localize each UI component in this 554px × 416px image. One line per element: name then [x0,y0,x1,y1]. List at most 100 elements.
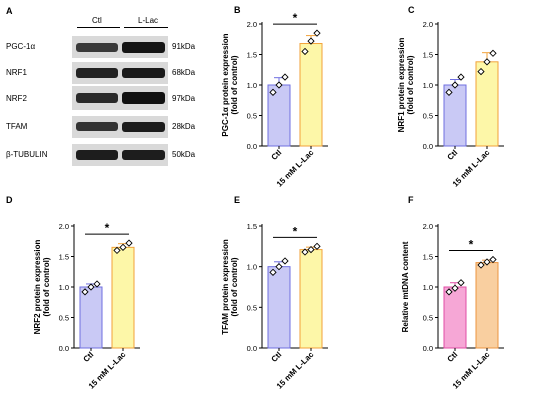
y-tick-label: 2.0 [59,222,69,231]
data-point [313,29,321,37]
significance-marker: * [105,221,110,235]
data-point [489,49,497,57]
data-point [313,242,321,250]
data-point [269,88,277,96]
chart-panel-b: B 0.0 0.5 1.0 1.5 2.0 PGC-1α protein expressio… [221,5,328,189]
y-tick-label: 0.5 [247,303,257,312]
data-point [113,246,121,255]
bar [475,61,499,147]
bar [299,43,323,147]
y-tick-label: 1.5 [423,51,433,60]
data-point [457,279,465,287]
y-tick-label: 0.5 [423,112,433,121]
y-axis-title: NRF2 protein expression [33,240,42,335]
data-point [275,263,283,271]
lane-label-l-lac: L-Lac [138,16,159,25]
panel-label: B [234,5,241,15]
y-tick-label: 2.0 [423,222,433,231]
data-point [489,255,497,264]
panel-label: F [408,195,414,205]
y-axis-title: PGC-1α protein expression [221,33,230,136]
data-point [457,73,465,81]
data-point [125,239,133,247]
x-tick-label: Ctl [446,148,460,162]
band [122,42,165,53]
blot-label-pgc1a: PGC-1α [6,42,36,51]
y-tick-label: 0.5 [247,112,257,121]
blot-strip-tfam [72,116,168,138]
significance-marker: * [469,238,474,252]
y-tick-label: 1.0 [423,81,433,90]
kda-label-tfam: 28kDa [172,122,196,131]
chart-panel-f: F 0.0 0.5 1.0 1.5 2.0 Relative mtDNA content Ct… [401,195,504,391]
band [122,150,165,160]
y-axis-title: Relative mtDNA content [401,241,410,332]
x-tick-label: Ctl [82,350,96,364]
blot-strip-tubulin [72,144,168,166]
band [122,92,165,104]
data-point [307,37,315,45]
band [76,122,118,131]
data-point [93,280,101,288]
x-tick-label: Ctl [446,350,460,364]
data-point [451,284,459,292]
y-tick-label: 2.0 [423,20,433,29]
blot-label-tfam: TFAM [6,122,28,131]
blot-label-tubulin: β-TUBULIN [6,150,48,159]
blot-label-nrf2: NRF2 [6,94,27,103]
y-tick-label: 1.0 [247,263,257,272]
lane-line-ctl [77,27,120,28]
band [76,150,118,160]
data-point [477,67,485,76]
y-axis-title: (fold of control) [230,55,239,114]
data-point [119,243,127,251]
chart-panel-e: E 0.0 0.5 1.0 1.5 TFAM protein expression (fol… [221,195,328,391]
band [76,43,118,52]
significance-marker: * [293,11,298,25]
band [122,68,165,78]
kda-label-pgc1a: 91kDa [172,42,196,51]
data-point [445,88,453,96]
data-point [301,47,309,56]
bar [111,246,135,349]
y-tick-label: 1.5 [247,222,257,231]
kda-label-nrf2: 97kDa [172,94,196,103]
bar [267,266,291,349]
bar [443,286,467,349]
y-tick-label: 2.0 [247,20,257,29]
data-point [301,248,309,256]
y-axis-title: TFAM protein expression [221,239,230,335]
y-tick-label: 0.0 [247,142,257,151]
data-point [281,257,289,265]
significance-marker: * [293,224,298,238]
panel-label: C [408,5,415,15]
panel-label-a: A [6,6,13,16]
y-tick-label: 0.0 [247,344,257,353]
x-tick-label: Ctl [270,148,284,162]
blot-label-nrf1: NRF1 [6,68,27,77]
kda-label-nrf1: 68kDa [172,68,196,77]
blot-strip-nrf1 [72,62,168,84]
data-point [275,81,283,89]
panel-label: E [234,195,240,205]
y-tick-label: 0.5 [423,314,433,323]
y-tick-label: 1.0 [423,283,433,292]
data-point [483,58,491,66]
data-point [281,73,289,81]
y-tick-label: 0.0 [423,344,433,353]
x-tick-label: Ctl [270,350,284,364]
blot-strip-pgc1a [72,36,168,58]
blot-strip-nrf2 [72,86,168,110]
data-point [477,261,485,269]
data-point [87,283,95,291]
band [76,93,118,103]
data-point [81,288,89,296]
bar [475,262,499,349]
data-point [483,258,491,266]
y-tick-label: 1.5 [59,253,69,262]
band [76,68,118,78]
western-blot: Ctl L-Lac PGC-1α 91kDa NRF1 68kDa NRF2 9… [0,0,230,170]
y-tick-label: 1.5 [247,51,257,60]
y-axis-title: NRF1 protein expression [397,38,406,133]
